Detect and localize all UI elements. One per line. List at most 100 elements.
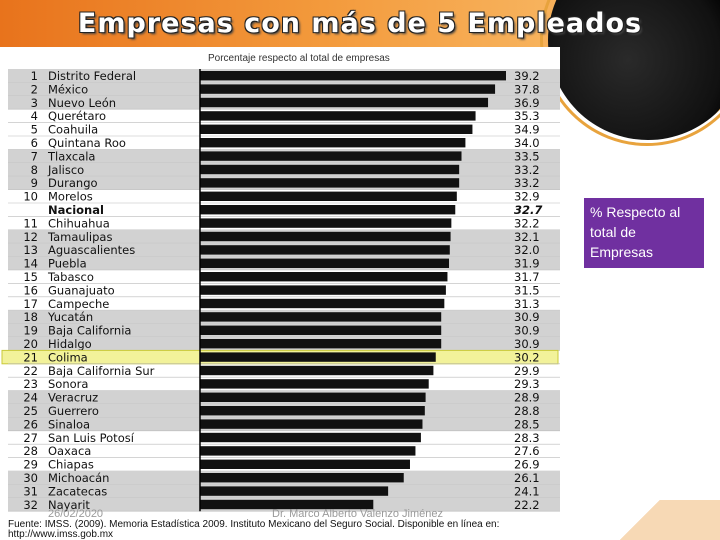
value-label: 31.9	[514, 257, 540, 271]
value-label: 36.9	[514, 96, 540, 110]
value-label: 32.7	[514, 203, 542, 217]
bar	[200, 245, 450, 255]
value-label: 31.5	[514, 283, 540, 297]
value-label: 28.5	[514, 417, 540, 431]
rank-label: 21	[23, 350, 38, 364]
state-label: Guanajuato	[48, 283, 115, 297]
state-label: Querétaro	[48, 109, 106, 123]
value-label: 39.2	[514, 69, 540, 83]
rank-label: 32	[23, 498, 38, 512]
state-label: Nacional	[48, 203, 104, 217]
slide-title: Empresas con más de 5 Empleados	[77, 8, 643, 39]
state-label: Tamaulipas	[47, 230, 112, 244]
bar	[200, 298, 445, 309]
rank-label: 1	[31, 69, 38, 83]
rank-label: 13	[23, 243, 38, 257]
state-label: Hidalgo	[48, 337, 92, 351]
bar	[200, 352, 436, 362]
rank-label: 15	[23, 270, 38, 284]
value-label: 30.2	[514, 350, 540, 364]
footer-date: 26/02/2020	[48, 508, 104, 520]
bar	[200, 432, 421, 443]
rank-label: 12	[23, 230, 38, 244]
value-label: 34.9	[514, 123, 540, 137]
state-label: San Luis Potosí	[48, 431, 135, 445]
rank-label: 5	[31, 123, 38, 137]
rank-label: 6	[31, 136, 38, 150]
chart-panel: Porcentaje respecto al total de empresas…	[0, 47, 560, 540]
state-label: Guerrero	[48, 404, 99, 418]
value-label: 26.1	[514, 471, 540, 485]
bar	[200, 365, 434, 376]
bar	[200, 164, 460, 175]
value-label: 32.0	[514, 243, 540, 257]
bar	[200, 258, 450, 268]
bar	[200, 379, 429, 389]
state-label: Veracruz	[48, 391, 98, 405]
state-label: Sonora	[48, 377, 88, 391]
bar	[200, 71, 506, 81]
bar	[200, 339, 442, 349]
bar	[200, 325, 442, 335]
value-label: 32.1	[514, 230, 540, 244]
value-label: 29.9	[514, 364, 540, 378]
value-label: 30.9	[514, 337, 540, 351]
state-label: Distrito Federal	[48, 69, 136, 83]
rank-label: 23	[23, 377, 38, 391]
bar	[200, 419, 423, 429]
value-label: 30.9	[514, 310, 540, 324]
value-label: 29.3	[514, 377, 540, 391]
state-label: Tabasco	[47, 270, 94, 284]
bar	[200, 97, 489, 108]
state-label: Aguascalientes	[48, 243, 135, 257]
rank-label: 11	[23, 216, 38, 230]
state-label: Oaxaca	[48, 444, 91, 458]
rank-label: 9	[31, 176, 38, 190]
bar	[200, 392, 426, 402]
rank-label: 31	[23, 484, 38, 498]
state-label: Chiapas	[48, 458, 94, 472]
state-label: Nuevo León	[48, 96, 116, 110]
source-note: Fuente: IMSS. (2009). Memoria Estadístic…	[8, 519, 500, 540]
rank-label: 17	[23, 297, 38, 311]
rank-label: 22	[23, 364, 38, 378]
rank-label: 18	[23, 310, 38, 324]
bar	[200, 218, 452, 228]
rank-label: 28	[23, 444, 38, 458]
bar-chart: Porcentaje respecto al total de empresas…	[1, 53, 560, 512]
bar	[200, 406, 425, 416]
value-label: 28.3	[514, 431, 540, 445]
bar	[200, 205, 456, 215]
state-label: Nayarit	[48, 498, 90, 512]
rank-label: 26	[23, 417, 38, 431]
state-label: Baja California Sur	[48, 364, 155, 378]
state-label: Durango	[48, 176, 98, 190]
bar	[200, 124, 473, 134]
bar	[200, 446, 416, 456]
state-label: Sinaloa	[48, 417, 90, 431]
rank-label: 20	[23, 337, 38, 351]
value-label: 33.2	[514, 176, 540, 190]
bar	[200, 138, 466, 148]
bar	[200, 178, 460, 188]
bar	[200, 312, 442, 322]
rank-label: 10	[23, 190, 38, 204]
rank-label: 24	[23, 391, 38, 405]
value-label: 28.9	[514, 391, 540, 405]
value-label: 26.9	[514, 458, 540, 472]
bar	[200, 191, 457, 201]
rank-label: 16	[23, 283, 38, 297]
rank-label: 29	[23, 458, 38, 472]
rank-label: 14	[23, 257, 38, 271]
value-label: 33.5	[514, 149, 540, 163]
bar	[200, 459, 410, 469]
value-label: 37.8	[514, 82, 540, 96]
rank-label: 2	[31, 82, 38, 96]
state-label: Yucatán	[47, 310, 93, 324]
value-label: 27.6	[514, 444, 540, 458]
value-label: 32.2	[514, 216, 540, 230]
rank-label: 7	[31, 149, 38, 163]
bar	[200, 272, 448, 282]
state-label: Quintana Roo	[48, 136, 126, 150]
value-label: 30.9	[514, 324, 540, 338]
